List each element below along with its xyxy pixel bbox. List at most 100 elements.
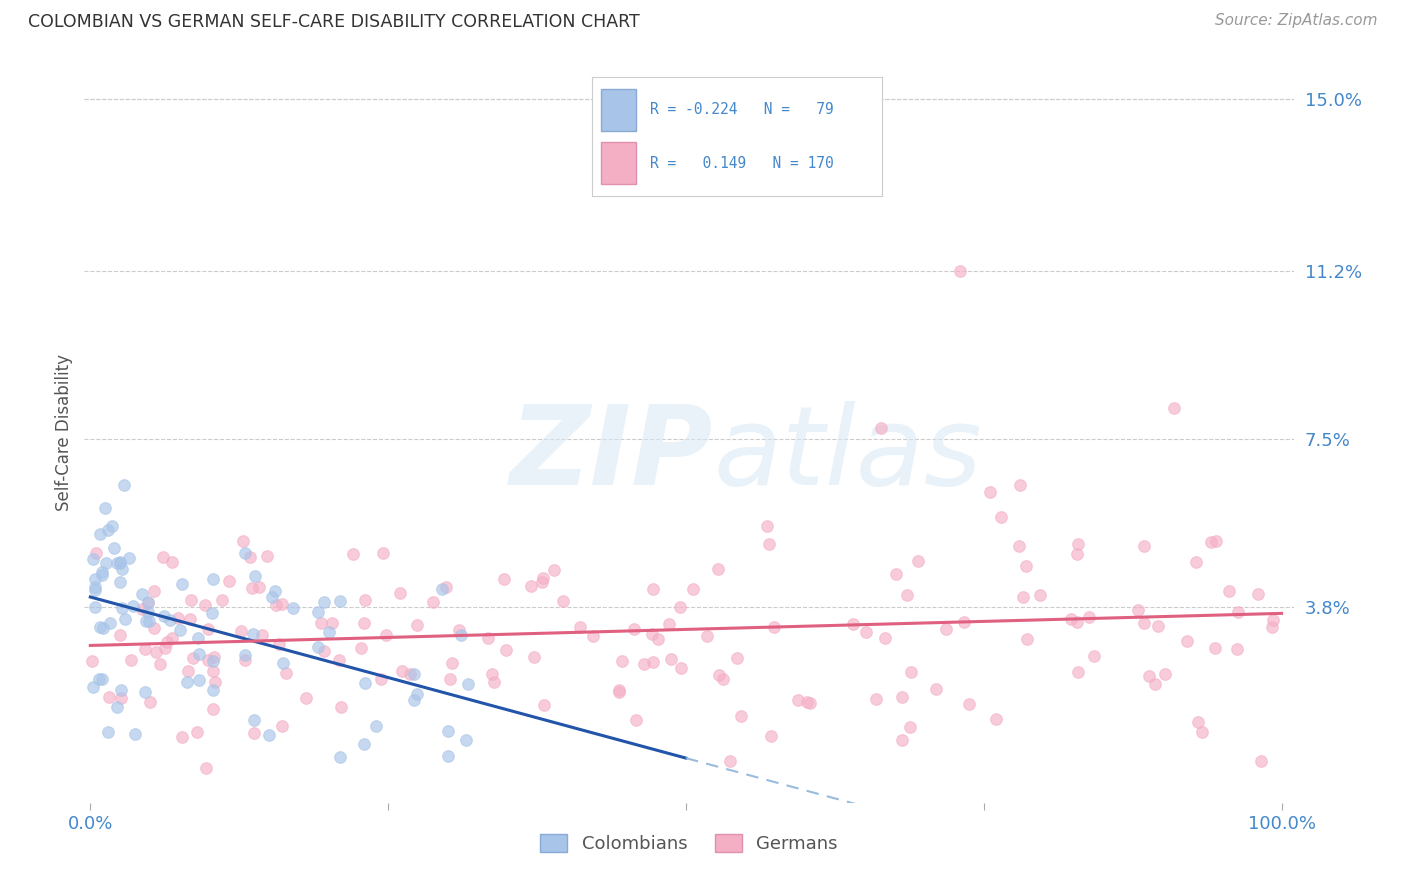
Point — [118, 551, 141, 566]
Point — [641, 582, 664, 597]
Y-axis label: Self-Care Disability: Self-Care Disability — [55, 354, 73, 511]
Point — [388, 585, 411, 599]
Point — [247, 580, 270, 594]
Point — [202, 702, 225, 716]
Point — [1067, 537, 1090, 551]
Point — [93, 500, 115, 515]
Point — [83, 572, 105, 586]
Point — [84, 583, 107, 598]
Point — [523, 649, 546, 664]
Point — [91, 621, 114, 635]
Point — [884, 567, 907, 582]
Point — [98, 616, 121, 631]
Point — [1015, 559, 1038, 574]
Point — [188, 647, 211, 661]
Point — [108, 628, 131, 642]
Point — [177, 664, 200, 678]
Point — [799, 696, 821, 710]
Point — [439, 673, 461, 687]
Point — [450, 628, 472, 642]
Point — [201, 606, 224, 620]
Point — [1187, 714, 1209, 729]
Point — [110, 691, 132, 706]
Point — [143, 584, 166, 599]
Point — [1143, 677, 1166, 691]
Point — [97, 725, 120, 739]
Point — [1008, 539, 1031, 553]
Point — [240, 581, 263, 595]
Point — [582, 629, 605, 643]
Point — [1199, 534, 1222, 549]
Point — [925, 682, 948, 697]
Point — [1226, 605, 1249, 619]
Point — [295, 690, 318, 705]
Point — [243, 725, 266, 739]
Point — [307, 640, 329, 654]
Point — [495, 642, 517, 657]
Point — [543, 563, 565, 577]
Point — [477, 632, 499, 646]
Point — [375, 628, 398, 642]
Point — [160, 555, 183, 569]
Point — [873, 631, 896, 645]
Point — [434, 581, 457, 595]
Point — [318, 625, 340, 640]
Point — [1029, 588, 1052, 602]
Point — [633, 657, 655, 672]
Point — [551, 593, 574, 607]
Point — [176, 675, 198, 690]
Point — [111, 601, 134, 615]
Point — [643, 655, 665, 669]
Point — [437, 724, 460, 739]
Point — [273, 656, 295, 670]
Point — [1191, 725, 1213, 739]
Point — [271, 597, 294, 611]
Point — [1126, 603, 1149, 617]
Point — [366, 718, 388, 732]
Point — [328, 653, 350, 667]
Point — [682, 582, 704, 597]
Point — [242, 713, 264, 727]
Point — [350, 640, 373, 655]
Point — [172, 576, 194, 591]
Point — [239, 550, 262, 565]
Point — [718, 754, 741, 768]
Point — [1204, 640, 1226, 655]
Point — [1060, 612, 1083, 626]
Point — [281, 601, 304, 615]
Point — [183, 650, 205, 665]
Point — [260, 590, 283, 604]
Point — [89, 672, 111, 686]
Point — [952, 615, 974, 630]
Point — [169, 624, 191, 638]
Point — [756, 518, 779, 533]
Point — [120, 653, 142, 667]
Point — [1185, 555, 1208, 569]
Point — [979, 484, 1001, 499]
Point — [402, 667, 425, 681]
Point — [1066, 547, 1088, 561]
Point — [569, 620, 592, 634]
Point — [139, 695, 162, 709]
Point — [90, 567, 112, 582]
Point — [669, 660, 692, 674]
Point — [1066, 665, 1088, 679]
Point — [211, 593, 233, 607]
Point — [855, 624, 877, 639]
Point — [233, 648, 256, 663]
Point — [531, 575, 554, 590]
Point — [354, 592, 377, 607]
Point — [1133, 616, 1156, 631]
Point — [659, 652, 682, 666]
Point — [235, 653, 257, 667]
Point — [865, 692, 887, 706]
Point — [399, 666, 422, 681]
Point — [669, 600, 692, 615]
Point — [186, 725, 208, 739]
Point — [891, 733, 914, 747]
Point — [353, 616, 375, 631]
Point — [898, 720, 921, 734]
Point — [233, 546, 256, 560]
Point — [134, 641, 156, 656]
Point — [136, 596, 159, 610]
